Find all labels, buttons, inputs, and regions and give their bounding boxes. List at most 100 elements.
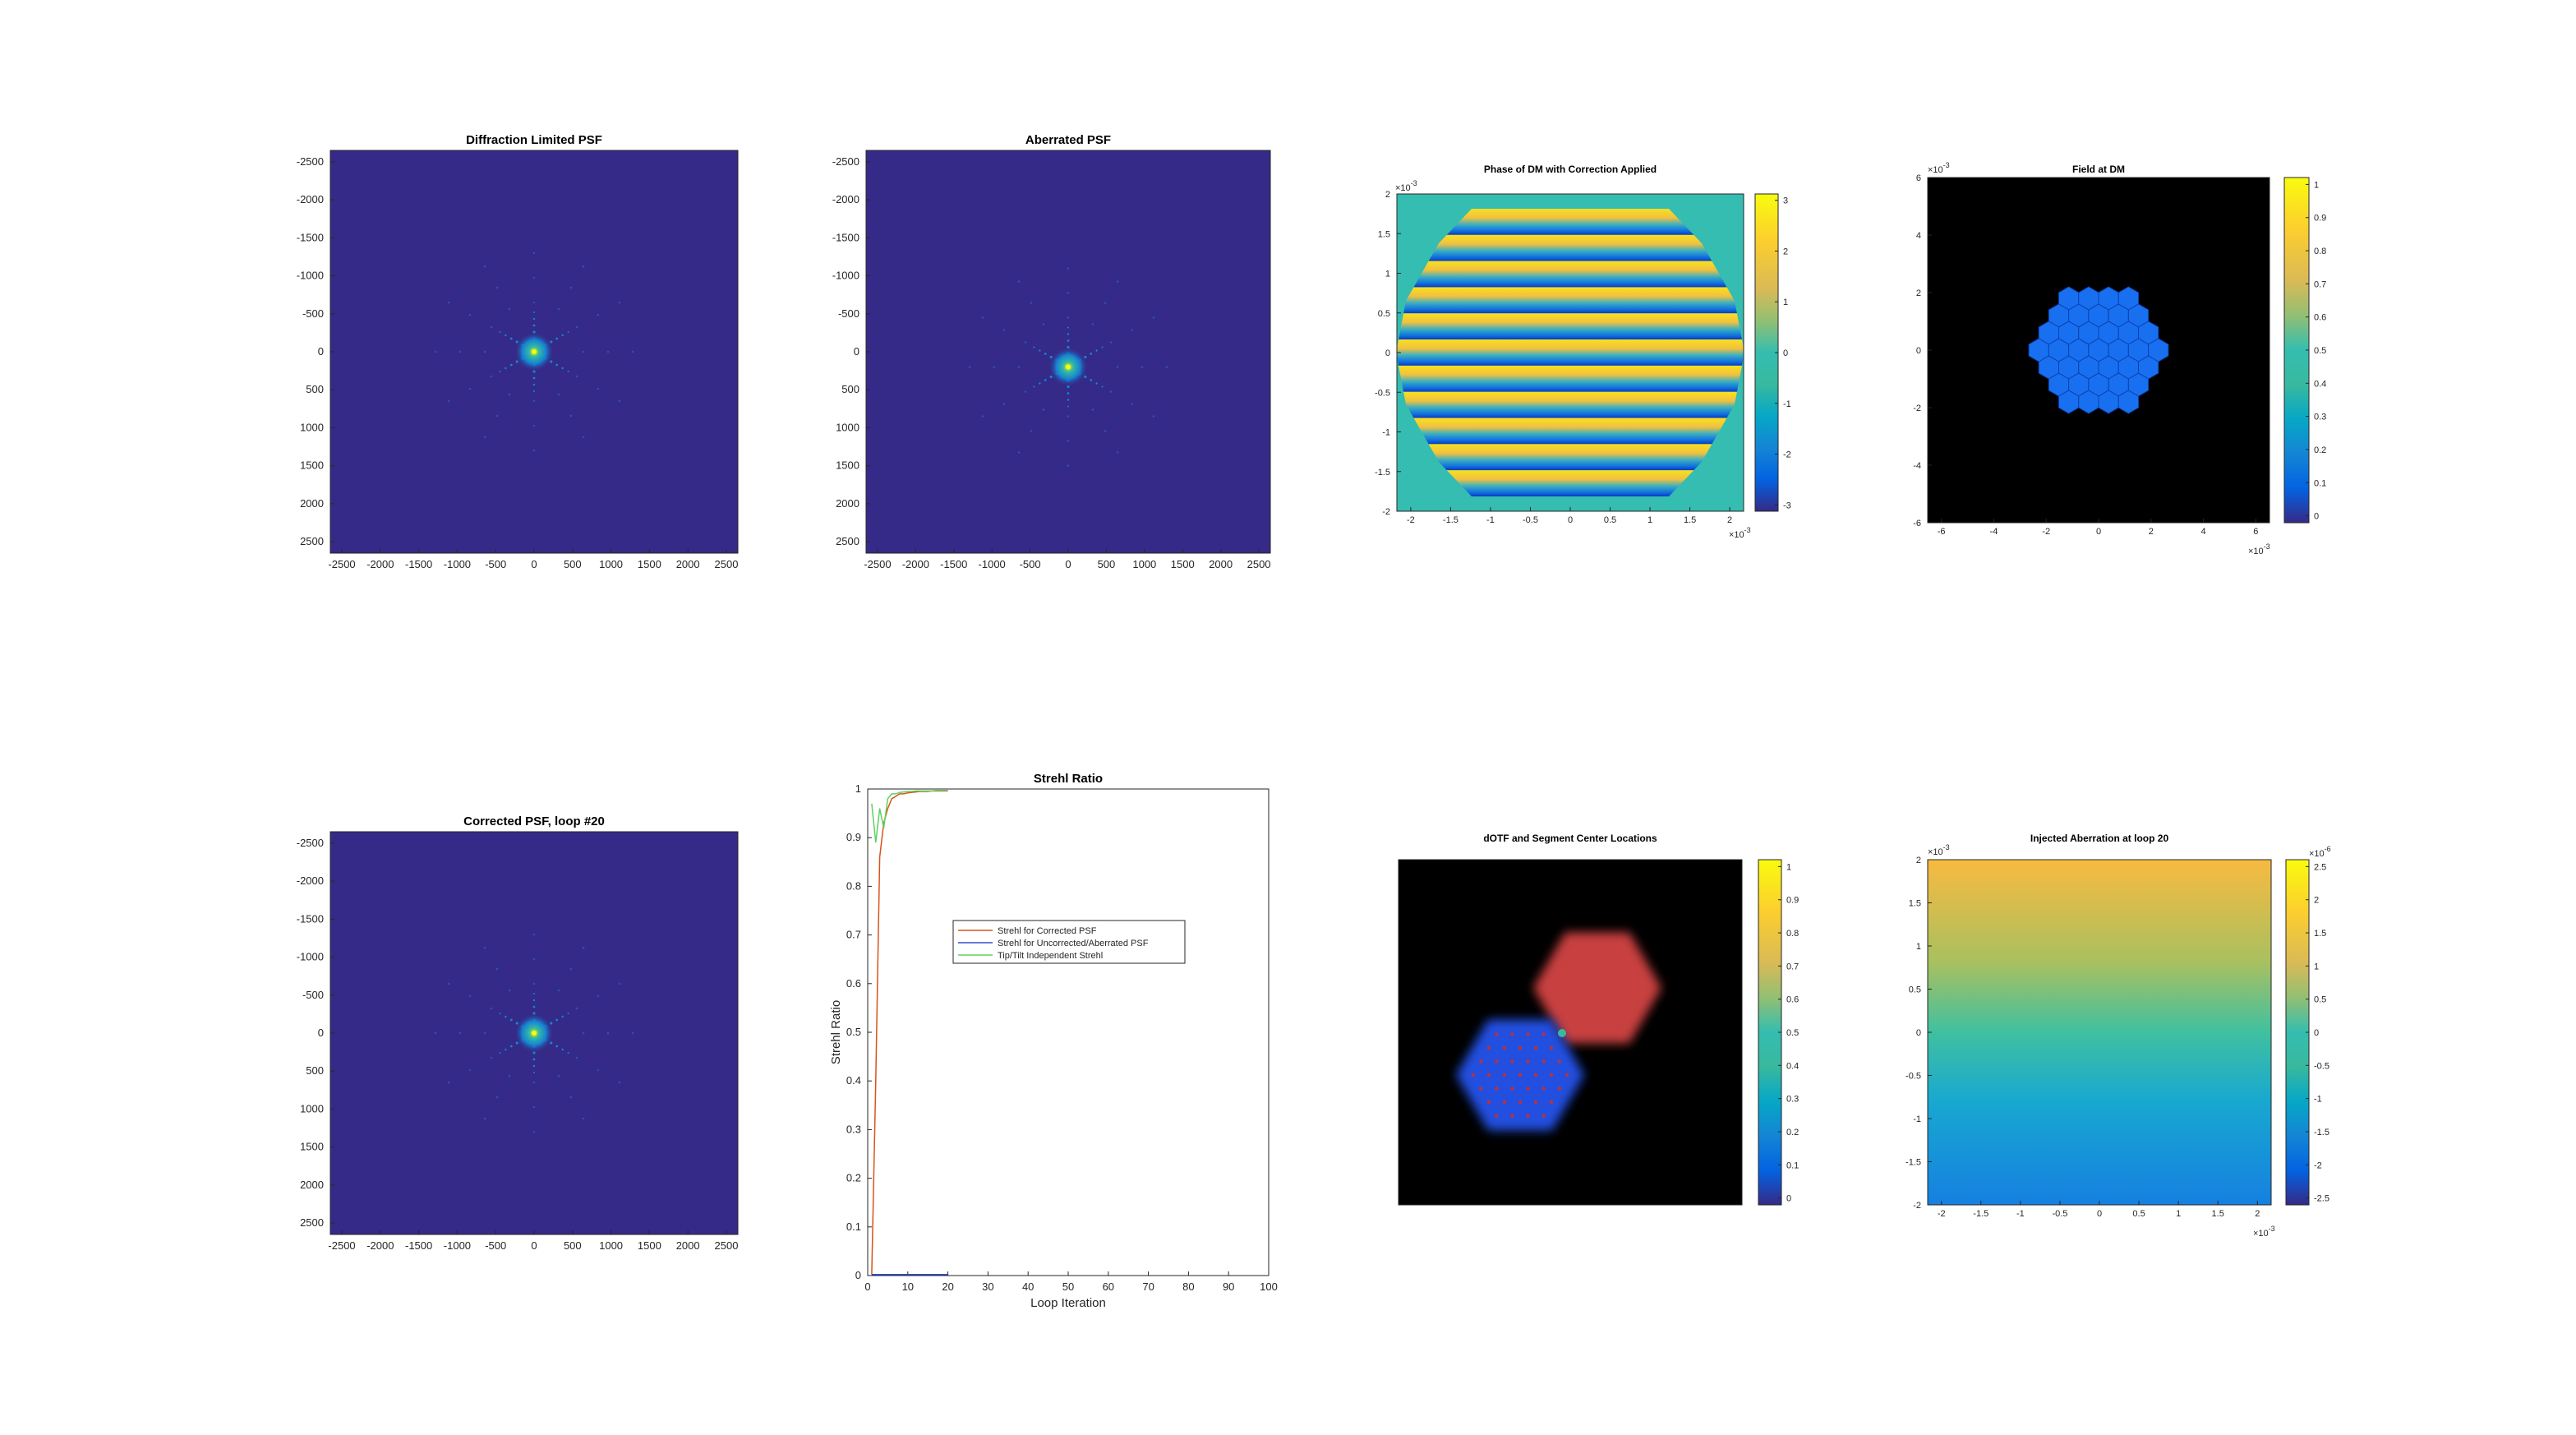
psf-speckle [483,946,486,949]
colorbar-tick-label: 0.1 [1786,1160,1799,1170]
y-tick-label: 500 [841,383,859,395]
chart-title: Injected Aberration at loop 20 [2030,833,2169,844]
x-tick-label: -2000 [366,558,394,570]
psf-speckle [1067,399,1070,401]
psf-speckle [567,1013,569,1014]
axes-frame [1398,859,1743,1206]
x-tick-label: 0 [864,1280,870,1293]
x-tick-label: 0 [531,558,537,570]
exponent-power: -3 [1943,843,1950,851]
colorbar-tick-label: 0.2 [1786,1128,1799,1137]
exponent-label: ×10-3 [1395,179,1417,193]
exponent-power: -6 [2325,845,2331,853]
psf-speckle [597,313,600,316]
x-tick-label: 1500 [638,558,661,570]
psf-panel-p1: -2500 -2000 -1500 -1000 -500 0 500 1000 1500 2000… [297,133,739,570]
dotf-red-lobe [1533,932,1661,1044]
y-tick-label: 0 [1916,1028,1921,1038]
x-tick-label: 100 [1260,1280,1278,1293]
colorbar-tick-label: 1 [2314,180,2319,190]
exponent-base: ×10 [1395,183,1411,193]
x-tick-label: 90 [1223,1280,1234,1293]
psf-speckle [508,989,511,992]
psf-speckle [1116,366,1119,368]
psf-speckle [483,350,486,353]
strehl-panel: 0 10 20 30 40 50 60 70 80 90 100 0 0.1 0.2 0.3 0.4 0.5 0.… [829,772,1278,1310]
exponent-base: ×10 [2309,849,2325,859]
psf-speckle [505,1048,507,1051]
psf-panel-p5: -2500 -2000 -1500 -1000 -500 0 500 1000 1500 2000… [297,814,739,1252]
x-tick-label: 500 [1098,558,1116,570]
psf-speckle [1067,405,1069,408]
y-tick-label: 2 [1916,856,1921,865]
psf-speckle [532,399,536,403]
psf-speckle [468,313,472,316]
psf-speckle [1131,329,1134,331]
x-tick-label: 0 [2096,527,2101,537]
psf-speckle [447,982,450,985]
segment-center-marker [1502,1073,1507,1077]
x-tick-label: -0.5 [2052,1209,2067,1219]
psf-speckle [532,301,536,304]
psf-speckle [532,376,536,380]
x-tick-label: 1.5 [1684,515,1696,525]
psf-speckle [532,999,536,1002]
psf-speckle [1067,464,1070,467]
x-tick-label: 4 [2201,527,2206,537]
segment-center-marker [1533,1073,1538,1077]
segment-center-marker [1510,1087,1514,1091]
psf-speckle [509,1045,513,1048]
y-tick-label: 2500 [300,535,324,547]
psf-speckle [1095,382,1098,385]
phase-stripe [1397,234,1744,261]
x-tick-label: -2 [1938,1209,1946,1219]
exponent-base: ×10 [1928,165,1943,175]
segment-center-marker [1526,1059,1530,1064]
psf-speckle [490,375,493,378]
psf-speckle [483,265,486,268]
psf-speckle [631,1031,634,1035]
psf-speckle [509,337,513,340]
colorbar [2285,859,2310,1206]
colorbar-tick-label: 0.1 [2314,478,2326,488]
psf-speckle [447,1081,450,1084]
segment-center-marker [1541,1114,1546,1118]
segment-center-marker [1549,1045,1554,1050]
chart-title: dOTF and Segment Center Locations [1483,833,1657,844]
psf-speckle [532,383,536,386]
colorbar-tick-label: 1 [1786,862,1791,872]
psf-speckle [1104,430,1107,432]
phase-stripe [1397,444,1744,471]
x-tick-label: -6 [1938,527,1946,537]
segment-center-marker [1495,1114,1499,1118]
x-tick-label: 0.5 [2132,1209,2145,1219]
psf-speckle [1090,353,1093,355]
psf-speckle [434,1031,437,1035]
psf-speckle [468,994,472,998]
psf-speckle [555,1018,559,1022]
segment-center-marker [1486,1073,1491,1077]
y-tick-label: 0.8 [846,879,861,892]
colorbar-tick-label: 0.6 [1786,995,1799,1005]
psf-speckle [1090,379,1093,381]
psf-speckle [606,350,610,353]
psf-speckle [532,957,536,961]
exponent-label: ×10-3 [1729,526,1751,540]
x-tick-label: -1500 [405,1239,432,1252]
chart-title: Corrected PSF, loop #20 [463,814,605,828]
psf-speckle [495,414,499,418]
exponent-label: ×10-3 [2248,542,2270,556]
x-tick-label: 50 [1062,1280,1074,1293]
y-tick-label: 0 [855,1269,861,1281]
phase-stripe [1397,418,1744,445]
y-tick-label: 0.2 [846,1172,861,1184]
y-tick-label: 0.3 [846,1123,861,1135]
y-tick-label: 1000 [836,421,859,433]
psf-speckle [561,1015,564,1018]
psf-speckle [1002,329,1006,331]
colorbar-tick-label: -1 [2314,1095,2322,1105]
psf-speckle [1141,366,1144,368]
psf-speckle [532,317,536,321]
psf-speckle [981,415,984,418]
aberration-panel: -2 -1.5 -1 -0.5 0 0.5 1 1.5 2 2 1.5 1 0.5 0 -0.5 -1 -1.5… [1906,833,2331,1239]
